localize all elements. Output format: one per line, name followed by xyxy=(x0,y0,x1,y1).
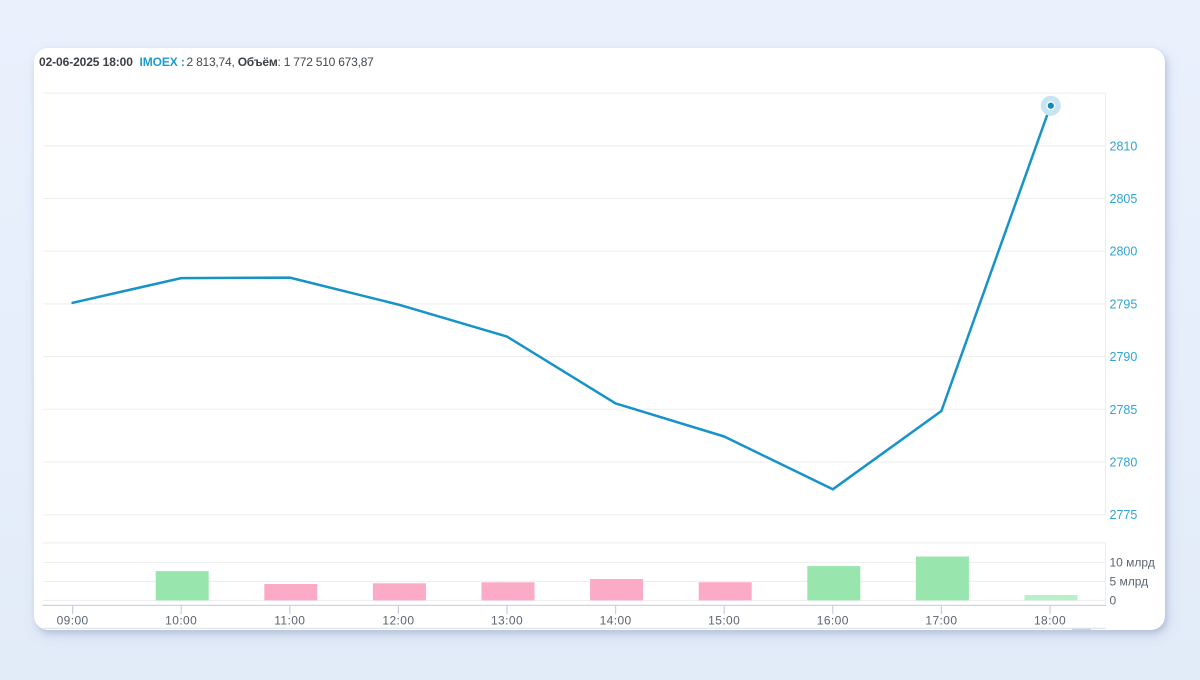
svg-text:17:00: 17:00 xyxy=(925,614,957,628)
svg-text:16:00: 16:00 xyxy=(817,614,849,628)
svg-text:11:00: 11:00 xyxy=(274,614,305,628)
svg-text:09:00: 09:00 xyxy=(57,614,89,628)
svg-text:12:00: 12:00 xyxy=(382,614,414,628)
svg-text:13:00: 13:00 xyxy=(491,614,523,628)
svg-text:2805: 2805 xyxy=(1110,192,1138,206)
svg-text:2775: 2775 xyxy=(1110,508,1138,522)
svg-text:0: 0 xyxy=(1110,594,1117,608)
svg-text:2800: 2800 xyxy=(1110,245,1138,259)
svg-text:10:00: 10:00 xyxy=(165,614,197,628)
svg-text:2785: 2785 xyxy=(1110,403,1138,417)
svg-text:14:00: 14:00 xyxy=(600,614,632,628)
svg-text:2810: 2810 xyxy=(1110,139,1138,153)
svg-text:10 млрд: 10 млрд xyxy=(1110,556,1155,570)
svg-text:2790: 2790 xyxy=(1110,350,1138,364)
svg-text:2780: 2780 xyxy=(1110,456,1138,470)
svg-text:18:00: 18:00 xyxy=(1034,614,1066,628)
svg-text:15:00: 15:00 xyxy=(708,614,740,628)
svg-text:5 млрд: 5 млрд xyxy=(1110,575,1149,589)
svg-text:2795: 2795 xyxy=(1110,297,1138,311)
